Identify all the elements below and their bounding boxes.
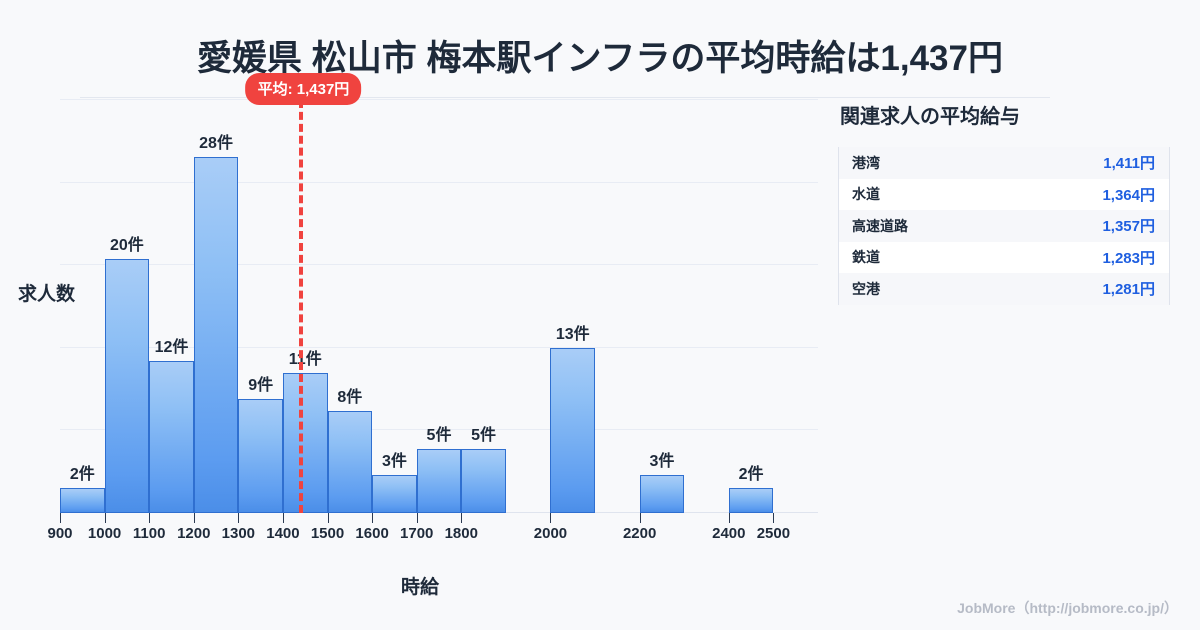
histogram-bar — [550, 347, 596, 513]
histogram-bar — [149, 360, 194, 513]
bar-value-label: 12件 — [154, 338, 189, 356]
histogram-bar — [327, 411, 373, 513]
x-axis-tick-label: 1500 — [310, 525, 345, 542]
related-jobs-panel: 関連求人の平均給与 港湾 1,411円水道 1,364円高速道路 1,357円鉄道 1,… — [838, 100, 1188, 305]
related-job-name: 水道 — [852, 186, 880, 203]
x-axis-title: 時給 — [400, 577, 439, 598]
gridline — [60, 346, 818, 348]
gridline — [60, 264, 818, 266]
x-axis-tick-label: 900 — [47, 525, 73, 542]
related-job-row[interactable]: 空港 1,281円 — [839, 273, 1169, 305]
x-axis-tick — [238, 513, 240, 523]
bar-value-label: 13件 — [555, 325, 590, 343]
related-jobs-title: 関連求人の平均給与 — [840, 106, 1020, 128]
gridline — [60, 429, 818, 431]
histogram-bar — [461, 449, 506, 513]
histogram-bar — [416, 449, 462, 513]
histogram-bar — [238, 398, 283, 513]
x-axis-tick — [639, 513, 641, 523]
bar-value-label: 2件 — [69, 465, 95, 483]
related-job-salary: 1,364円 — [1102, 186, 1155, 204]
related-job-salary: 1,411円 — [1103, 155, 1155, 173]
histogram-chart: 求人数 時給 2件 20件 12件 28件 9件 11件 8件 3件 5件 5件 13件 3件 2件 9… — [18, 73, 818, 598]
x-axis-tick-label: 1800 — [444, 525, 478, 542]
x-axis-tick — [550, 513, 552, 523]
related-job-salary: 1,283円 — [1102, 249, 1155, 267]
x-axis-tick — [372, 513, 374, 523]
related-job-row[interactable]: 高速道路 1,357円 — [839, 210, 1169, 242]
x-axis-tick — [773, 513, 775, 523]
x-axis-tick-label: 2000 — [533, 525, 568, 542]
gridline — [60, 181, 818, 183]
header-divider — [80, 97, 1050, 98]
histogram-bar — [60, 487, 105, 513]
x-axis-tick-label: 1400 — [266, 525, 300, 542]
x-axis-tick-label: 2400 — [712, 525, 746, 542]
average-line: 平均: 1,437円 — [245, 73, 362, 513]
related-job-row[interactable]: 水道 1,364円 — [839, 178, 1169, 210]
related-jobs-table: 港湾 1,411円水道 1,364円高速道路 1,357円鉄道 1,283円空港 1,28… — [838, 147, 1170, 305]
histogram-bar — [728, 487, 774, 513]
related-job-name: 鉄道 — [852, 249, 880, 266]
site-watermark: JobMore（http://jobmore.co.jp/） — [957, 600, 1178, 616]
x-axis-tick-label: 1200 — [177, 525, 211, 542]
x-axis-tick — [728, 513, 730, 523]
bar-value-label: 11件 — [288, 351, 322, 369]
x-axis-tick-label: 2200 — [622, 525, 657, 542]
bar-value-label: 3件 — [649, 452, 675, 470]
x-axis-tick — [461, 513, 463, 523]
x-axis-tick — [60, 513, 61, 523]
bar-value-label: 20件 — [109, 236, 144, 254]
x-axis-tick — [149, 513, 151, 523]
bar-value-label: 28件 — [199, 135, 233, 153]
related-job-name: 高速道路 — [852, 217, 908, 234]
bar-value-label: 5件 — [471, 427, 497, 445]
histogram-bar — [104, 258, 150, 513]
histogram-bar — [372, 474, 417, 513]
x-axis-tick-label: 1700 — [400, 525, 434, 542]
x-axis-tick-label: 2500 — [756, 525, 791, 542]
plot-area: 2件 20件 12件 28件 9件 11件 8件 3件 5件 5件 13件 3件 2件 900 1000 1… — [47, 73, 818, 542]
x-axis-tick-label: 1300 — [221, 525, 256, 542]
x-axis-tick-label: 1600 — [355, 525, 389, 542]
related-job-row[interactable]: 港湾 1,411円 — [839, 147, 1169, 179]
related-job-name: 港湾 — [852, 154, 880, 171]
histogram-bar — [193, 157, 239, 513]
histogram-bar — [639, 474, 685, 513]
related-job-name: 空港 — [852, 280, 880, 297]
bar-value-label: 2件 — [738, 465, 764, 483]
x-axis-tick — [327, 513, 329, 523]
related-job-row[interactable]: 鉄道 1,283円 — [839, 241, 1169, 273]
y-axis-title: 求人数 — [18, 284, 76, 305]
related-job-salary: 1,281円 — [1102, 281, 1155, 299]
x-axis-tick — [193, 513, 195, 523]
x-axis-tick-label: 1000 — [87, 525, 122, 542]
x-axis-tick-label: 1100 — [132, 525, 166, 542]
gridline — [60, 99, 818, 100]
related-job-salary: 1,357円 — [1102, 218, 1155, 236]
histogram-bar — [282, 373, 328, 513]
bar-value-label: 8件 — [337, 389, 363, 407]
x-axis-tick — [416, 513, 418, 523]
bar-value-label: 3件 — [381, 452, 407, 470]
page-title: 愛媛県 松山市 梅本駅インフラの平均時給は1,437円 — [197, 39, 1003, 78]
x-axis-tick — [282, 513, 284, 523]
bar-value-label: 9件 — [248, 376, 274, 394]
average-badge: 平均: 1,437円 — [245, 73, 362, 105]
x-axis-tick — [104, 513, 106, 523]
bar-value-label: 5件 — [426, 427, 452, 445]
